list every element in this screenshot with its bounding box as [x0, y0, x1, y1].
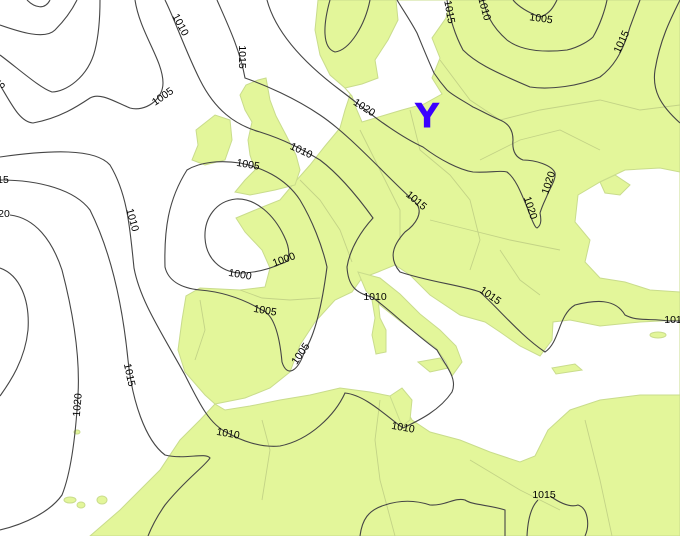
- isobar-1015-northeast: [446, 0, 641, 89]
- crimea: [599, 174, 631, 196]
- isobar-label: 15: [0, 174, 9, 186]
- isobar-label: 5: [0, 78, 8, 91]
- pressure-center-symbol: Y: [414, 97, 440, 137]
- isobar-1010-main: [0, 0, 454, 447]
- landmasses: [63, 0, 680, 536]
- canary-island: [96, 495, 108, 505]
- isobar-1020-north: [266, 0, 556, 229]
- isobar-west-arc: [0, 267, 29, 397]
- isobar-label: 1010: [123, 207, 141, 233]
- tunisia: [389, 387, 413, 427]
- isobar-1020-west: [0, 214, 79, 531]
- isobar-labels: 1010 1015 1005 1010 1005 1020 1015 1020 …: [0, 0, 680, 501]
- country-borders: [194, 59, 680, 536]
- canary-island: [76, 501, 86, 509]
- isobar-1005-west: [0, 0, 164, 124]
- isobar-1005-loop: [164, 161, 328, 372]
- isobar-1015-central: [216, 0, 680, 353]
- isobar-label: 1010: [215, 426, 240, 442]
- isobar-label: 1005: [235, 157, 260, 173]
- isobar-topleft-1: [26, 0, 51, 8]
- cyprus: [649, 331, 667, 339]
- isobar-label: 1015: [236, 45, 248, 69]
- isobar-label: 1015: [121, 362, 138, 387]
- isobar-label: 1010: [169, 12, 191, 38]
- isobar-1000-loop: [204, 198, 290, 274]
- isobar-label: 1020: [71, 393, 85, 417]
- isobar-label: 20: [0, 208, 10, 220]
- black-sea: [574, 167, 680, 293]
- isobar-label: 1010: [390, 420, 415, 436]
- isobar-label: 1005: [529, 11, 554, 26]
- isobar-1015-west: [0, 179, 211, 536]
- isobar-label: 1000: [227, 267, 252, 283]
- isobar-label: 1015: [532, 489, 556, 501]
- great-britain: [234, 77, 301, 196]
- isobar-topleft-3: [0, 0, 101, 93]
- isobar-1015-africa: [526, 495, 589, 536]
- baltic-sea: [344, 0, 451, 123]
- isobar-1010-northeast: [482, 0, 608, 52]
- sardinia-corsica: [371, 297, 387, 355]
- isobar-east-edge: [653, 0, 680, 124]
- crete: [551, 363, 584, 375]
- isobar-norway-loop: [324, 0, 371, 53]
- isobar-africa: [359, 498, 506, 536]
- isobar-label: 1005: [252, 303, 277, 319]
- isobar-label: 101: [664, 314, 680, 326]
- isobar-1005-northeast: [512, 0, 558, 18]
- isobar-label: 1015: [441, 0, 457, 25]
- isobar-label: 1005: [150, 85, 176, 108]
- canary-island: [63, 496, 77, 504]
- ireland: [191, 114, 233, 166]
- isobar-topleft-2: [0, 0, 78, 36]
- isobar-label: 1010: [363, 291, 387, 303]
